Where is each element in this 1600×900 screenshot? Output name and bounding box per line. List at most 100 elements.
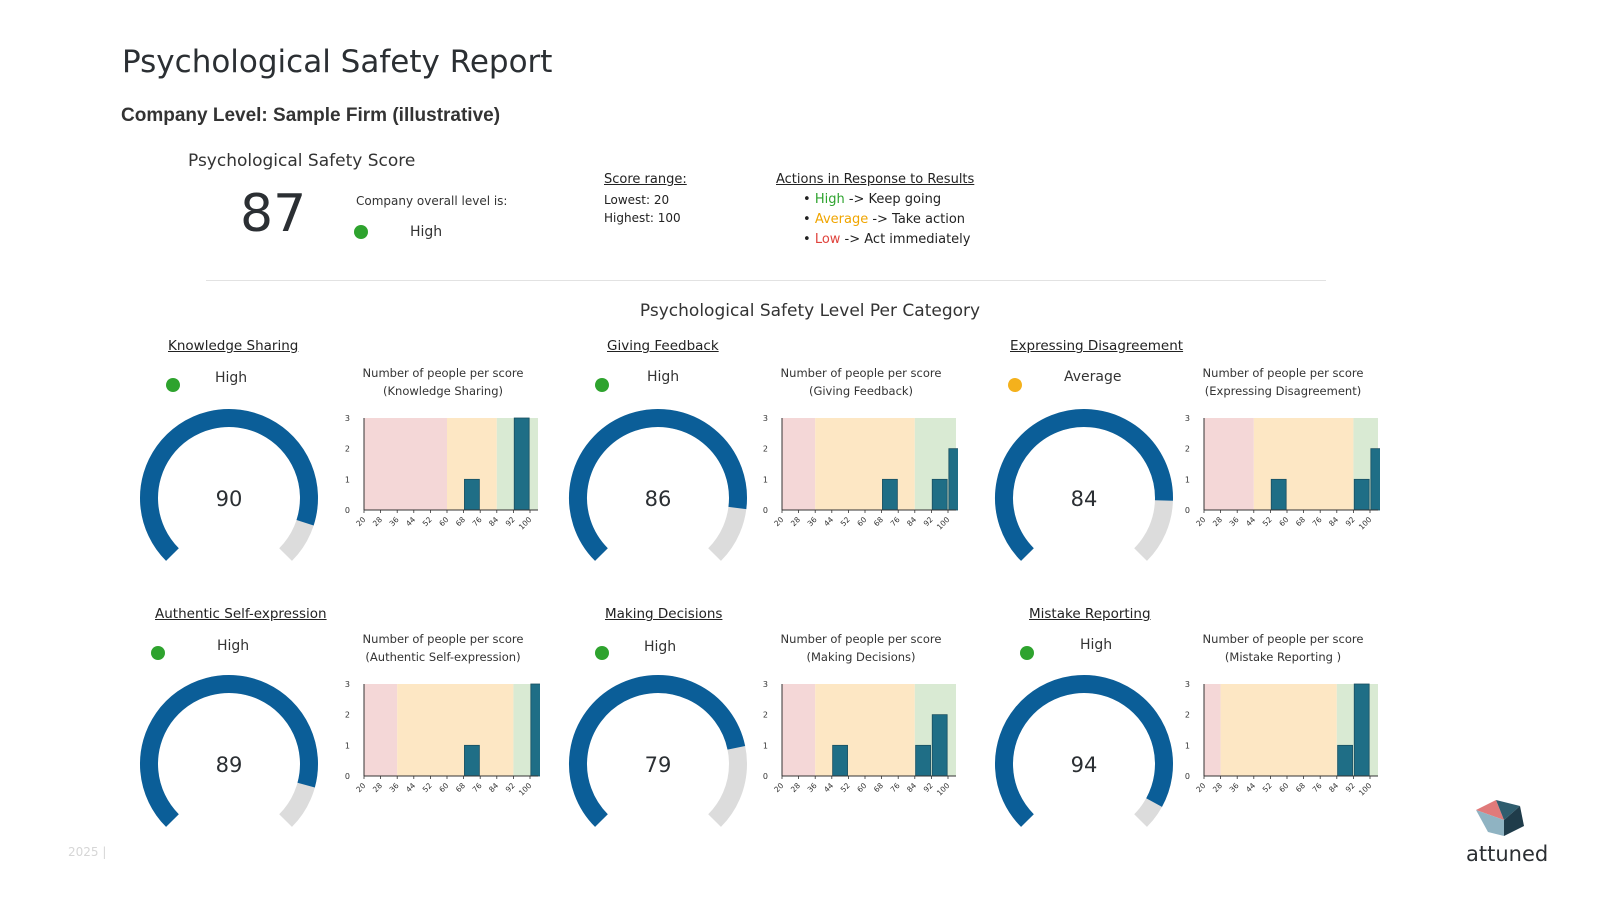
cat-3-bar-100 [1370,448,1380,511]
cat-3-bar-52 [1270,478,1287,511]
cat-5-xtick-100: 100 [935,781,952,798]
cat-3-ytick-0: 0 [1185,506,1190,515]
cat-2-bar-100 [948,448,958,511]
cat-6-xtick-36: 36 [1227,781,1240,794]
score-range-highest: Highest: 100 [604,211,681,225]
cat-5-xtick-20: 20 [772,781,785,794]
brand-name: attuned [1466,842,1549,866]
cat-2-xtick-52: 52 [839,515,852,528]
cat-4-xtick-92: 92 [504,781,517,794]
cat-5-level-text: High [644,639,677,655]
cat-1-xtick-84: 84 [487,515,500,528]
cat-2-xtick-92: 92 [922,515,935,528]
cat-2-ytick-2: 2 [763,445,768,454]
cat-3-xtick-100: 100 [1357,515,1374,532]
cat-1-xtick-44: 44 [404,515,417,528]
cat-3-gauge-fill [995,409,1173,561]
cat-6-xtick-68: 68 [1294,781,1307,794]
cat-4-zone-average [397,684,514,776]
cat-5-gauge: 79 [569,675,747,827]
cat-2-level-dot-icon [595,378,609,392]
cat-1-gauge-fill [140,409,318,561]
cat-4-gauge-fill [140,675,318,827]
cat-2-xtick-84: 84 [905,515,918,528]
cat-1-chart-title-category: (Knowledge Sharing) [383,384,503,398]
cat-1-name: Knowledge Sharing [168,338,299,354]
cat-5-gauge-fill [569,675,746,827]
cat-6-gauge: 94 [995,675,1173,827]
cat-6-xtick-52: 52 [1261,781,1274,794]
cat-2-chart-title: Number of people per score (Giving Feedba… [751,364,971,400]
cat-1-gauge-score: 90 [216,487,243,511]
cat-4-xtick-68: 68 [454,781,467,794]
cat-1-histogram: 0 1 2 3 20 28 36 44 52 60 68 76 84 92 100 [345,414,538,532]
cat-6-bar-92 [1353,683,1370,777]
cat-1-bar-68 [464,478,480,511]
cat-5-xtick-36: 36 [805,781,818,794]
cat-5-bar-84 [915,744,931,777]
cat-2-bar-92 [931,478,948,511]
cat-4-xtick-44: 44 [404,781,417,794]
overall-level-text: High [410,224,443,240]
cat-3-xtick-68: 68 [1294,515,1307,528]
cat-3-chart-title-category: (Expressing Disagreement) [1204,384,1362,398]
cat-3-gauge-score: 84 [1071,487,1098,511]
cat-5-xtick-44: 44 [822,781,835,794]
cat-6-gauge-fill [995,675,1173,827]
cat-5-ytick-1: 1 [763,741,768,750]
cat-5-chart-title-main: Number of people per score [780,632,942,646]
cat-3-level-dot-icon [1008,378,1022,392]
cat-6-zone-low [1204,684,1221,776]
cat-3-xtick-76: 76 [1310,515,1323,528]
cat-6-level-text: High [1080,637,1113,653]
attuned-logo-icon [1476,800,1524,836]
cat-1-xtick-20: 20 [354,515,367,528]
cat-2-chart-title-main: Number of people per score [780,366,942,380]
cat-6-ytick-0: 0 [1185,772,1190,781]
overall-level-caption: Company overall level is: [356,194,508,208]
cat-5-gauge-score: 79 [645,753,672,777]
cat-5-ytick-2: 2 [763,711,768,720]
cat-4-histogram: 0 1 2 3 20 28 36 44 52 60 68 76 84 92 100 [345,680,540,798]
actions-title: Actions in Response to Results [776,172,975,187]
cat-4-xtick-76: 76 [470,781,483,794]
cat-3-bar-92 [1353,478,1370,511]
cat-6-ytick-2: 2 [1185,711,1190,720]
cat-6-xtick-76: 76 [1310,781,1323,794]
cat-1-xtick-92: 92 [504,515,517,528]
cat-1-gauge: 90 [140,409,318,561]
cat-4-ytick-0: 0 [345,772,350,781]
cat-1-xtick-52: 52 [421,515,434,528]
cat-2-gauge: 86 [569,409,747,561]
cat-4-gauge-score: 89 [216,753,243,777]
cat-5-ytick-0: 0 [763,772,768,781]
action-text-low: -> Act immediately [840,232,971,247]
cat-5-xtick-60: 60 [855,781,868,794]
cat-3-ytick-3: 3 [1185,414,1190,423]
cat-1-xtick-36: 36 [387,515,400,528]
cat-2-xtick-36: 36 [805,515,818,528]
cat-5-level-dot-icon [595,646,609,660]
cat-2-bar-68 [882,478,898,511]
cat-6-bar-84 [1337,744,1353,777]
cat-6-xtick-84: 84 [1327,781,1340,794]
cat-6-ytick-3: 3 [1185,680,1190,689]
cat-6-xtick-20: 20 [1194,781,1207,794]
cat-1-xtick-28: 28 [371,515,384,528]
cat-1-ytick-2: 2 [345,445,350,454]
cat-2-xtick-44: 44 [822,515,835,528]
cat-2-gauge-fill [569,409,747,561]
section-divider [206,280,1326,281]
action-item-low: • Low -> Act immediately [803,232,971,247]
cat-6-name: Mistake Reporting [1029,606,1151,622]
score-range-lowest: Lowest: 20 [604,193,670,207]
cat-5-xtick-84: 84 [905,781,918,794]
cat-4-bar-68 [464,744,480,777]
action-item-high: • High -> Keep going [803,192,942,207]
cat-1-ytick-0: 0 [345,506,350,515]
overall-level-dot-icon [354,225,368,239]
cat-2-xtick-68: 68 [872,515,885,528]
cat-4-xtick-52: 52 [421,781,434,794]
cat-1-level-text: High [215,370,248,386]
cat-6-zone-average [1220,684,1337,776]
